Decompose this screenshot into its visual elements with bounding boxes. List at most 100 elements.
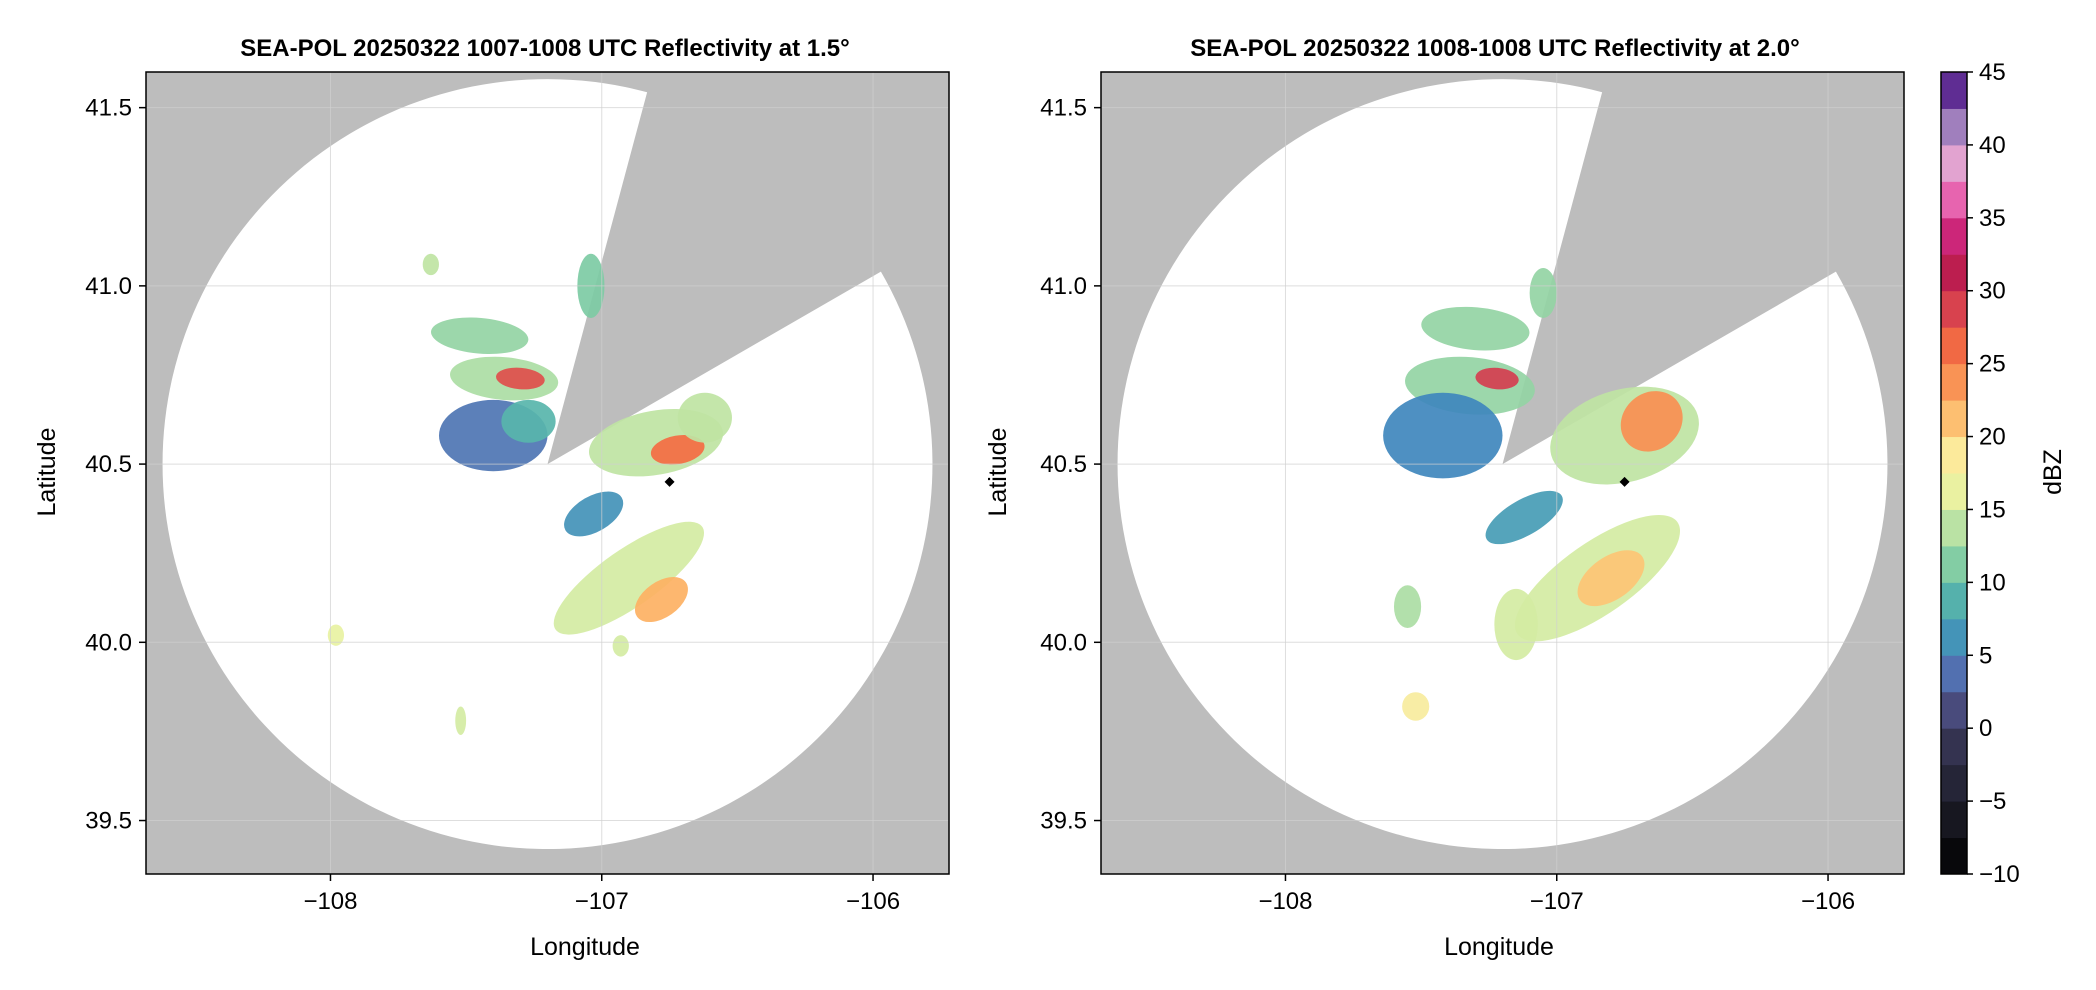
x-tick-label: −108 bbox=[303, 888, 357, 915]
colorbar-tick-label: 30 bbox=[1979, 278, 2006, 305]
x-tick-label: −107 bbox=[1530, 888, 1584, 915]
y-tick-label: 40.0 bbox=[1040, 629, 1087, 656]
colorbar-tick-label: 5 bbox=[1979, 642, 1992, 669]
colorbar-tick-label: 25 bbox=[1979, 351, 2006, 378]
echo-cell bbox=[612, 635, 629, 657]
colorbar-ticks: 45 40 35 30 25 20 15 10 5 0 −5 −10 bbox=[1967, 59, 2020, 888]
colorbar-frame bbox=[1940, 71, 1968, 875]
colorbar-band bbox=[1941, 254, 1967, 292]
echo-cell bbox=[1421, 306, 1530, 351]
y-tick-label: 39.5 bbox=[85, 808, 132, 835]
x-axis-label: Longitude bbox=[1444, 933, 1554, 961]
echo-cell bbox=[1494, 588, 1538, 661]
colorbar-tick-label: 45 bbox=[1979, 59, 2006, 86]
x-axis-ticks: −108 −107 −106 bbox=[303, 888, 900, 915]
colorbar: 45 40 35 30 25 20 15 10 5 0 −5 −10 dBZ bbox=[1940, 59, 2067, 888]
echo-cell bbox=[1529, 268, 1557, 318]
echo-cell bbox=[455, 706, 467, 735]
echo-cell bbox=[553, 521, 705, 635]
colorbar-tick-label: −10 bbox=[1979, 861, 2020, 888]
echo-cell bbox=[1485, 490, 1563, 545]
echo-cell bbox=[422, 253, 439, 276]
y-tick-label: 41.5 bbox=[1040, 95, 1087, 122]
colorbar-band bbox=[1941, 217, 1967, 255]
colorbar-band bbox=[1941, 582, 1967, 620]
colorbar-band bbox=[1941, 618, 1967, 656]
colorbar-band bbox=[1941, 72, 1967, 109]
grid-lines bbox=[1101, 72, 1904, 874]
colorbar-band bbox=[1941, 290, 1967, 328]
plot-frame bbox=[145, 71, 950, 875]
colorbar-band bbox=[1941, 327, 1967, 365]
plot-area bbox=[145, 71, 950, 875]
y-axis-ticks: 39.5 40.0 40.5 41.0 41.5 bbox=[1040, 95, 1087, 835]
plot-frame bbox=[1100, 71, 1905, 875]
grid-lines bbox=[146, 72, 949, 874]
colorbar-tick-label: −5 bbox=[1979, 788, 2006, 815]
reflectivity-echoes bbox=[327, 253, 732, 735]
x-tick-label: −108 bbox=[1258, 888, 1312, 915]
colorbar-tick-label: 15 bbox=[1979, 496, 2006, 523]
x-tick-label: −106 bbox=[846, 888, 900, 915]
y-tick-label: 40.0 bbox=[85, 629, 132, 656]
echo-cell bbox=[650, 435, 705, 465]
x-axis-label: Longitude bbox=[530, 933, 640, 961]
colorbar-band bbox=[1941, 545, 1967, 583]
colorbar-tick-label: 20 bbox=[1979, 424, 2006, 451]
colorbar-band bbox=[1941, 837, 1967, 875]
echo-cell bbox=[327, 624, 345, 646]
chart-title: SEA-POL 20250322 1008-1008 UTC Reflectiv… bbox=[1190, 35, 1799, 62]
colorbar-band bbox=[1941, 655, 1967, 693]
colorbar-band bbox=[1941, 363, 1967, 401]
echo-cell bbox=[1393, 585, 1422, 629]
colorbar-tick-label: 0 bbox=[1979, 715, 1992, 742]
y-axis-label: Latitude bbox=[33, 428, 61, 517]
left-panel: SEA-POL 20250322 1007-1008 UTC Reflectiv… bbox=[33, 35, 950, 961]
echo-cell bbox=[1475, 367, 1519, 390]
y-tick-label: 40.5 bbox=[85, 451, 132, 478]
colorbar-bands bbox=[1941, 72, 1967, 875]
reflectivity-echoes bbox=[1383, 268, 1699, 721]
echo-cell bbox=[1383, 392, 1503, 479]
colorbar-band bbox=[1941, 108, 1967, 146]
plot-area bbox=[1100, 71, 1905, 875]
echo-cell bbox=[1577, 550, 1645, 607]
y-tick-label: 41.0 bbox=[1040, 273, 1087, 300]
colorbar-band bbox=[1941, 801, 1967, 839]
x-tick-label: −106 bbox=[1801, 888, 1855, 915]
echo-cell bbox=[496, 367, 545, 390]
y-tick-label: 41.5 bbox=[85, 95, 132, 122]
colorbar-band bbox=[1941, 691, 1967, 729]
site-marker bbox=[1619, 476, 1630, 487]
y-tick-label: 39.5 bbox=[1040, 808, 1087, 835]
echo-cell bbox=[431, 317, 529, 355]
y-axis-label: Latitude bbox=[984, 428, 1012, 517]
colorbar-band bbox=[1941, 181, 1967, 219]
y-axis-ticks: 39.5 40.0 40.5 41.0 41.5 bbox=[85, 95, 132, 835]
colorbar-band bbox=[1941, 764, 1967, 802]
colorbar-tick-label: 35 bbox=[1979, 205, 2006, 232]
echo-cell bbox=[677, 392, 732, 443]
colorbar-band bbox=[1941, 144, 1967, 182]
colorbar-band bbox=[1941, 509, 1967, 547]
colorbar-label: dBZ bbox=[2039, 449, 2067, 495]
echo-cell bbox=[564, 491, 624, 537]
x-tick-label: −107 bbox=[575, 888, 629, 915]
x-axis-ticks: −108 −107 −106 bbox=[1258, 888, 1855, 915]
echo-cell bbox=[501, 399, 556, 443]
right-panel: SEA-POL 20250322 1008-1008 UTC Reflectiv… bbox=[984, 35, 1905, 961]
colorbar-band bbox=[1941, 728, 1967, 766]
colorbar-band bbox=[1941, 436, 1967, 474]
site-marker bbox=[664, 476, 675, 487]
colorbar-tick-label: 10 bbox=[1979, 569, 2006, 596]
y-tick-label: 41.0 bbox=[85, 273, 132, 300]
chart-title: SEA-POL 20250322 1007-1008 UTC Reflectiv… bbox=[240, 35, 849, 62]
colorbar-band bbox=[1941, 473, 1967, 510]
echo-cell bbox=[634, 577, 688, 623]
echo-cell bbox=[1620, 391, 1683, 452]
colorbar-band bbox=[1941, 400, 1967, 438]
colorbar-tick-label: 40 bbox=[1979, 132, 2006, 159]
echo-cell bbox=[1402, 692, 1430, 721]
y-tick-label: 40.5 bbox=[1040, 451, 1087, 478]
